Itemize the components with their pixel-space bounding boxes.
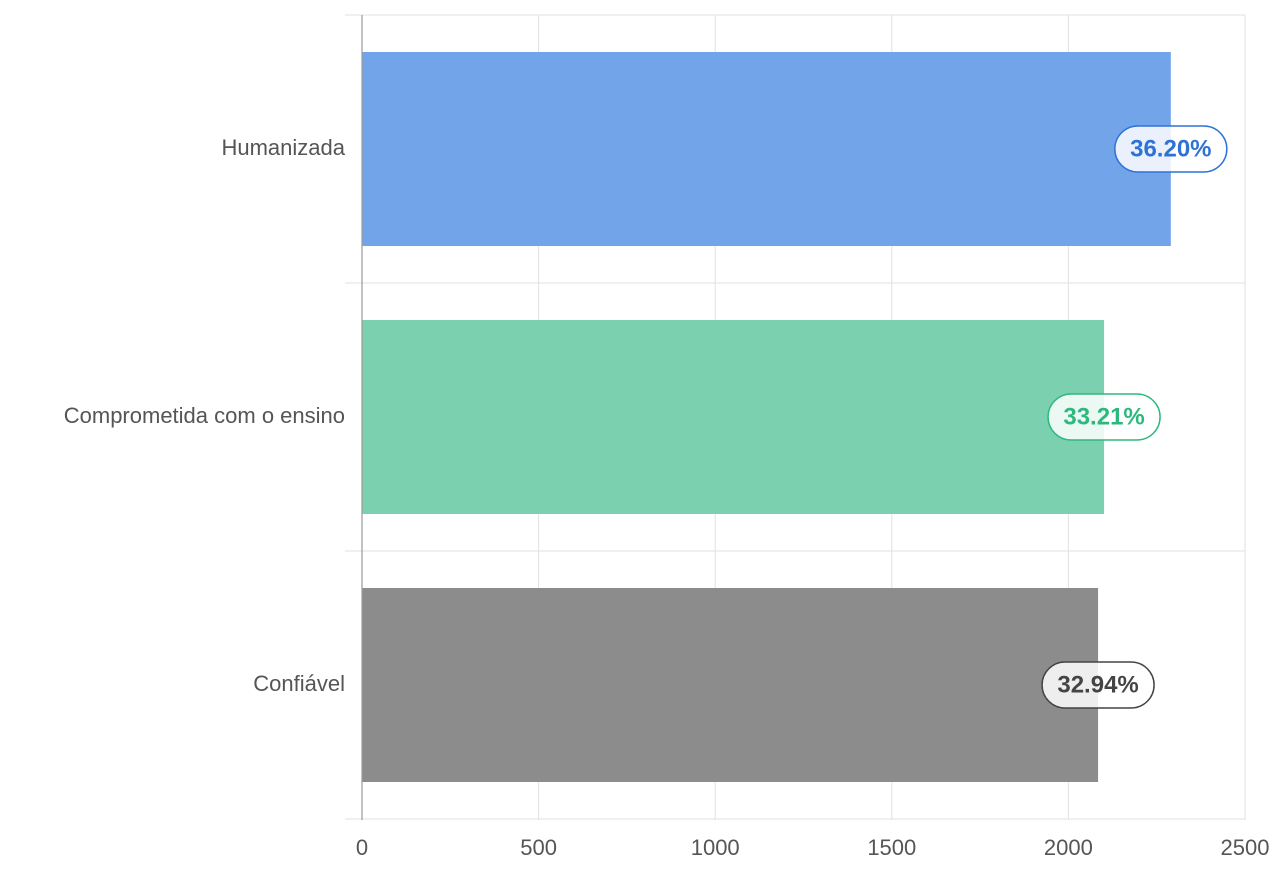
axes: Humanizada Comprometida com o ensino Confi…	[64, 15, 1270, 860]
x-tick-label: 1000	[691, 835, 740, 860]
category-label: Confiável	[253, 671, 345, 696]
value-label-2: 32.94%	[1041, 661, 1155, 709]
bars	[362, 52, 1171, 782]
value-label-0: 36.20%	[1114, 125, 1228, 173]
x-tick-label: 2500	[1221, 835, 1270, 860]
value-label-pill	[1114, 125, 1228, 173]
bar-2	[362, 588, 1099, 782]
x-tick-label: 1500	[867, 835, 916, 860]
value-label-pill	[1047, 393, 1161, 441]
value-label-text: 36.20%	[1130, 135, 1211, 162]
data-labels: 36.20% 33.21% 32.94%	[1041, 125, 1228, 709]
value-label-1: 33.21%	[1047, 393, 1161, 441]
value-label-text: 33.21%	[1063, 403, 1144, 430]
value-label-pill	[1041, 661, 1155, 709]
value-label-text: 32.94%	[1057, 671, 1138, 698]
x-tick-label: 500	[520, 835, 557, 860]
bar-1	[362, 320, 1105, 514]
category-label: Humanizada	[221, 135, 345, 160]
category-label: Comprometida com o ensino	[64, 403, 345, 428]
x-tick-label: 2000	[1044, 835, 1093, 860]
bar-0	[362, 52, 1171, 246]
x-tick-label: 0	[356, 835, 368, 860]
